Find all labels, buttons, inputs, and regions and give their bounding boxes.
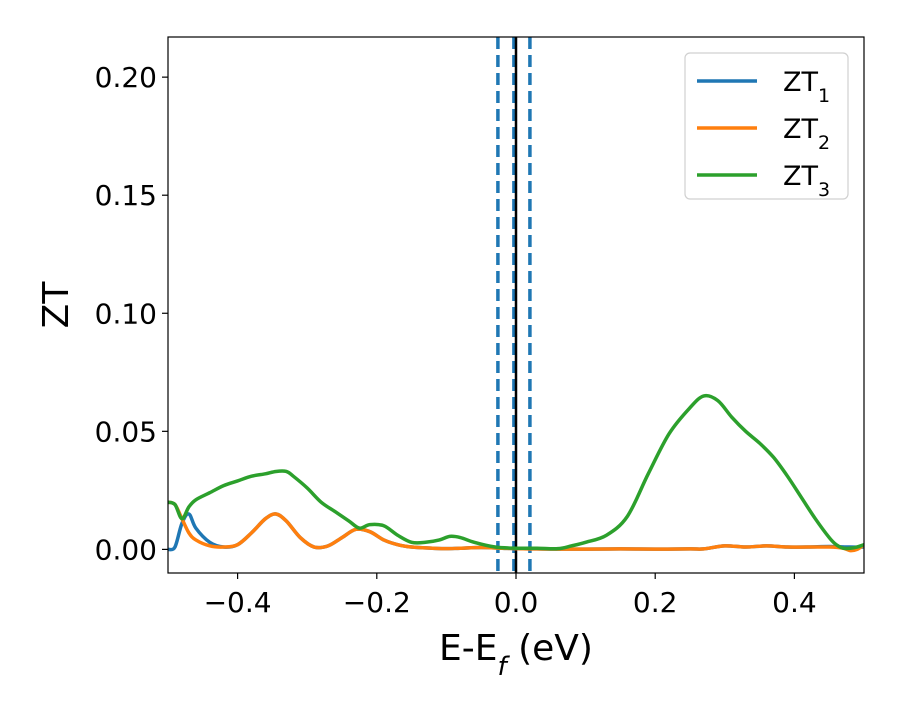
y-tick-label: 0.00: [95, 533, 157, 566]
x-axis-label: E-Ef (eV): [439, 628, 593, 682]
legend-label: ZT2: [783, 114, 830, 154]
x-tick-label: 0.4: [772, 586, 817, 619]
series-line-zt3: [168, 393, 864, 551]
legend-item-zt2: ZT2: [697, 114, 830, 154]
y-tick-label: 0.15: [95, 179, 157, 212]
series-line-zt2: [168, 500, 864, 553]
legend-label: ZT1: [783, 67, 830, 107]
legend-item-zt1: ZT1: [697, 67, 830, 107]
y-axis-ticks: 0.00 0.05 0.10 0.15 0.20: [95, 61, 168, 566]
y-axis-label: ZT: [36, 281, 77, 329]
legend: ZT1 ZT2 ZT3: [684, 52, 849, 201]
legend-label: ZT3: [783, 161, 830, 201]
y-tick-label: 0.20: [95, 61, 157, 94]
series-lines: [168, 393, 864, 553]
x-tick-label: −0.2: [343, 586, 411, 619]
x-tick-label: 0.2: [633, 586, 678, 619]
x-tick-label: 0.0: [494, 586, 539, 619]
fermi-reference-lines: [496, 37, 532, 573]
legend-box: [684, 52, 849, 200]
x-tick-label: −0.4: [204, 586, 272, 619]
y-tick-label: 0.10: [95, 297, 157, 330]
y-tick-label: 0.05: [95, 415, 157, 448]
legend-item-zt3: ZT3: [697, 161, 830, 201]
x-axis-ticks: −0.4 −0.2 0.0 0.2 0.4: [204, 573, 817, 619]
